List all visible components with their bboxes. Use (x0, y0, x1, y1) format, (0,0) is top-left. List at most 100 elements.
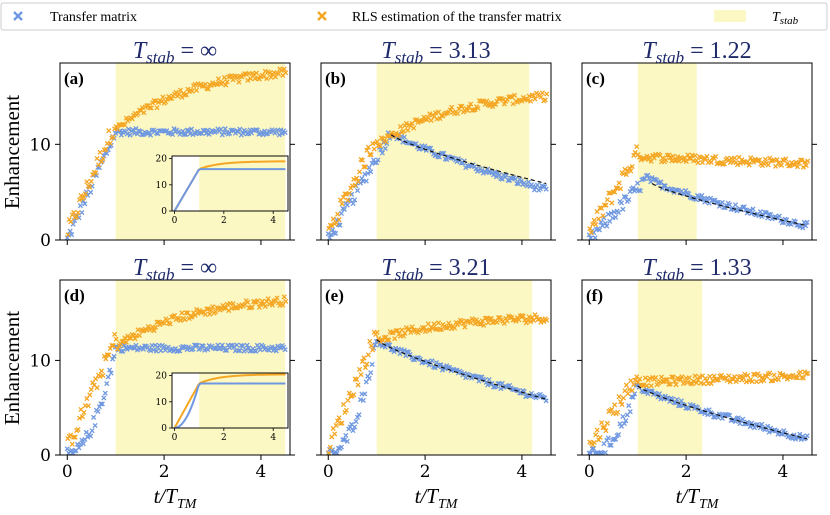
data-point (435, 320, 442, 326)
data-point (621, 420, 627, 427)
data-point (737, 421, 743, 427)
data-point (692, 373, 698, 379)
data-point (141, 110, 147, 116)
data-point (88, 433, 94, 439)
data-point (379, 150, 385, 156)
data-point (339, 420, 345, 426)
data-point (205, 306, 211, 312)
data-point (366, 375, 372, 381)
data-point (71, 209, 77, 216)
data-point (598, 219, 604, 225)
data-point (368, 370, 374, 376)
legend-marker-1 (13, 11, 23, 21)
data-point (235, 348, 241, 354)
data-point (252, 299, 258, 305)
data-point (361, 164, 367, 170)
data-point (103, 146, 109, 152)
x-tick-label: 2 (159, 462, 170, 482)
panel-label: (d) (64, 286, 85, 305)
data-point (87, 184, 93, 190)
y-tick-label: 0 (40, 231, 51, 251)
series-transfer (325, 130, 549, 241)
data-point (354, 414, 361, 420)
x-tick-label: 4 (778, 462, 789, 482)
data-point (630, 185, 636, 191)
data-point (704, 378, 710, 384)
data-point (692, 153, 698, 159)
data-point (609, 406, 615, 413)
data-point (465, 107, 471, 114)
data-point (93, 170, 99, 176)
data-point (519, 98, 525, 104)
tstab-shade (115, 63, 286, 240)
data-point (185, 310, 191, 316)
data-point (356, 366, 363, 372)
legend-patch (714, 10, 746, 22)
data-point (747, 207, 753, 213)
data-point (234, 342, 240, 348)
data-point (715, 199, 721, 206)
data-point (84, 179, 90, 185)
data-point (737, 160, 744, 166)
data-point (327, 444, 333, 450)
data-point (332, 431, 338, 437)
data-point (207, 311, 213, 317)
data-point (384, 337, 390, 343)
panel-title: Tstab = ∞ (133, 255, 217, 284)
data-point (623, 382, 629, 388)
data-point (268, 299, 274, 305)
data-point (363, 178, 369, 184)
data-point (663, 377, 669, 383)
inset-shade (199, 373, 286, 428)
data-point (183, 131, 189, 137)
inset-x-tick-label: 2 (221, 433, 227, 443)
data-point (800, 164, 806, 170)
inset-x-tick-label: 4 (270, 433, 276, 443)
data-point (742, 371, 748, 377)
data-point (707, 373, 713, 380)
data-point (234, 305, 241, 311)
legend-marker-2 (317, 11, 327, 21)
data-point (613, 214, 619, 220)
data-point (112, 130, 119, 136)
data-point (598, 420, 605, 426)
series-rls (65, 294, 289, 447)
data-point (542, 395, 548, 401)
data-point (635, 152, 641, 158)
data-point (620, 395, 627, 401)
data-point (104, 150, 110, 156)
data-point (485, 320, 491, 326)
data-point (268, 74, 274, 80)
data-point (620, 414, 626, 420)
data-point (804, 219, 810, 225)
axes-frame (59, 279, 291, 456)
data-point (74, 214, 80, 220)
data-point (667, 155, 673, 161)
y-axis-label: Enhancement (0, 311, 24, 425)
data-point (528, 318, 534, 325)
data-point (336, 415, 342, 421)
data-point (111, 353, 117, 359)
data-point (543, 186, 549, 192)
data-point (81, 409, 87, 415)
legend-frame (0, 2, 828, 31)
data-point (492, 101, 499, 108)
data-point (422, 116, 428, 123)
data-point (90, 380, 96, 386)
data-point (274, 295, 280, 301)
data-point (706, 407, 712, 413)
data-point (112, 331, 118, 337)
data-point (184, 346, 190, 353)
data-point (146, 129, 152, 136)
data-point (794, 164, 801, 170)
data-point (167, 321, 173, 327)
data-point (778, 162, 784, 168)
data-point (401, 134, 407, 140)
data-point (476, 378, 482, 384)
data-point (622, 166, 628, 172)
data-point (192, 312, 198, 318)
data-point (188, 314, 194, 320)
data-point (413, 141, 419, 147)
data-point (267, 70, 273, 76)
data-point (749, 379, 755, 385)
